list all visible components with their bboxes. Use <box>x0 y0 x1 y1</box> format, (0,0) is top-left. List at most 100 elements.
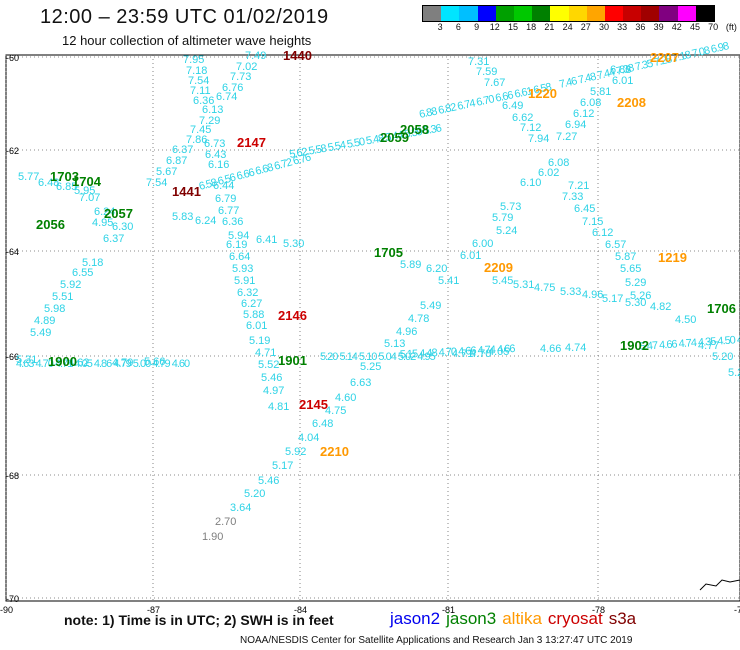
wave-height-value: 2.70 <box>215 516 236 528</box>
wave-height-value: 4.71 <box>452 348 473 360</box>
colorbar-label: (ft) <box>725 22 737 32</box>
wave-height-value: 4.71 <box>255 347 276 359</box>
lon-label: -90 <box>0 605 13 615</box>
colorbar-swatch <box>604 6 624 21</box>
wave-height-value: 4.74 <box>565 342 586 354</box>
colorbar-label: 36 <box>635 22 646 32</box>
wave-height-value: 6.01 <box>460 250 481 262</box>
wave-height-value: 4.77 <box>698 340 719 352</box>
colorbar-swatch <box>659 6 678 21</box>
track-time-label: 1900 <box>48 354 77 369</box>
wave-height-value: 5.30 <box>283 238 304 250</box>
wave-height-value: 6.24 <box>94 206 115 218</box>
wave-height-value: 5.51 <box>52 291 73 303</box>
colorbar-label: 30 <box>598 22 610 32</box>
wave-height-value: 5.20 <box>712 351 733 363</box>
wave-height-value: 6.27 <box>241 298 262 310</box>
colorbar-label: 6 <box>455 22 461 32</box>
wave-height-value: 6.37 <box>172 144 193 156</box>
colorbar-label: 18 <box>526 22 537 32</box>
wave-height-value: 6.87 <box>166 155 187 167</box>
wave-height-value: 6.48 <box>38 177 59 189</box>
track-time-label: 2209 <box>484 260 513 275</box>
colorbar-label: 21 <box>544 22 555 32</box>
colorbar-swatch <box>532 6 551 21</box>
wave-height-value: 7.73 <box>230 71 251 83</box>
colorbar-swatch <box>641 6 660 21</box>
wave-height-value: 4.66 <box>540 343 561 355</box>
wave-height-value: 6.74 <box>216 91 237 103</box>
wave-height-value: 7.67 <box>484 77 505 89</box>
wave-height-value: 4.95 <box>92 217 113 229</box>
wave-height-value: 5.46 <box>258 475 279 487</box>
colorbar-swatch <box>695 6 714 21</box>
track-time-label: 2058 <box>400 122 429 137</box>
wave-height-value: 5.29 <box>728 367 740 379</box>
wave-height-value: 6.48 <box>312 418 333 430</box>
track-time-label: 1441 <box>172 184 201 199</box>
track-time-label: 2146 <box>278 308 307 323</box>
colorbar-label: 9 <box>474 22 480 32</box>
wave-height-value: 6.55 <box>72 267 93 279</box>
lon-label: -81 <box>442 605 455 615</box>
track-time-label: 1901 <box>278 353 307 368</box>
track-time-label: 1703 <box>50 169 79 184</box>
colorbar-swatch <box>677 6 696 21</box>
wave-height-value: 5.26 <box>630 290 651 302</box>
wave-height-value: 5.67 <box>156 166 177 178</box>
wave-height-track: 5.47 4.66 4.74 4.35 4.50 4.56 <box>639 333 740 353</box>
map-subtitle: 12 hour collection of altimeter wave hei… <box>62 33 312 48</box>
wave-height-value: 6.13 <box>202 104 223 116</box>
wave-height-value: 4.75 <box>534 282 555 294</box>
wave-height-value: 6.57 <box>605 239 626 251</box>
wave-height-value: 4.50 <box>675 314 696 326</box>
colorbar-label: 70 <box>708 22 719 32</box>
colorbar-label: 15 <box>507 22 519 32</box>
colorbar-swatch <box>568 6 587 21</box>
colorbar-swatch <box>423 6 442 21</box>
colorbar-label: 42 <box>671 22 682 32</box>
wave-height-value: 5.19 <box>249 335 270 347</box>
wave-height-value: 6.45 <box>574 203 595 215</box>
colorbar-swatch <box>513 6 533 21</box>
track-time-label: 2208 <box>617 95 646 110</box>
lon-label: -75 <box>734 605 740 615</box>
wave-height-value: 4.62 <box>68 357 89 369</box>
colorbar-label: 24 <box>562 22 573 32</box>
legend-jason3: jason3 <box>446 609 497 628</box>
wave-height-value: 6.62 <box>512 112 533 124</box>
wave-height-track: 7.46 7.48 7.44 7.38 7.35 7.28 7.18 7.08 … <box>558 40 730 91</box>
wave-height-value: 6.44 <box>213 180 234 192</box>
wave-height-value: 7.94 <box>528 133 549 145</box>
wave-height-value: 5.45 <box>492 275 513 287</box>
wave-height-value: 6.77 <box>218 205 239 217</box>
wave-height-value: 7.33 <box>562 191 583 203</box>
wave-height-value: 4.81 <box>268 401 289 413</box>
wave-height-value: 7.54 <box>146 177 167 189</box>
colorbar-label: 3 <box>437 22 443 32</box>
wave-height-value: 5.77 <box>18 171 39 183</box>
wave-height-value: 4.96 <box>396 326 417 338</box>
wave-height-value: 6.32 <box>237 287 258 299</box>
wave-height-value: 6.20 <box>426 263 447 275</box>
wave-height-value: 5.83 <box>172 211 193 223</box>
wave-height-value: 4.70 <box>470 348 491 360</box>
wave-height-value: 5.13 <box>384 338 405 350</box>
lon-label: -78 <box>592 605 605 615</box>
track-time-label: 1706 <box>707 301 736 316</box>
lat-label: -70 <box>6 594 19 604</box>
legend-jason2: jason2 <box>390 609 441 628</box>
wave-height-value: 6.01 <box>612 75 633 87</box>
track-time-label: 2210 <box>320 444 349 459</box>
wave-height-value: 4.82 <box>650 301 671 313</box>
wave-height-value: 6.02 <box>538 167 559 179</box>
wave-height-value: 6.94 <box>565 119 586 131</box>
wave-height-value: 5.81 <box>590 86 611 98</box>
wave-height-track: 4.63 4.70 4.71 4.05 4.86 4.79 5.00 4.79 … <box>16 358 190 370</box>
wave-height-value: 6.85 <box>56 181 77 193</box>
colorbar-swatch <box>586 6 605 21</box>
colorbar-label: 27 <box>580 22 591 32</box>
colorbar-labels: 3 6 9 12 15 18 21 24 27 30 33 36 39 42 45 70 (ft) <box>422 22 737 34</box>
wave-height-value: 5.24 <box>496 225 517 237</box>
wave-height-value: 5.17 <box>272 460 293 472</box>
